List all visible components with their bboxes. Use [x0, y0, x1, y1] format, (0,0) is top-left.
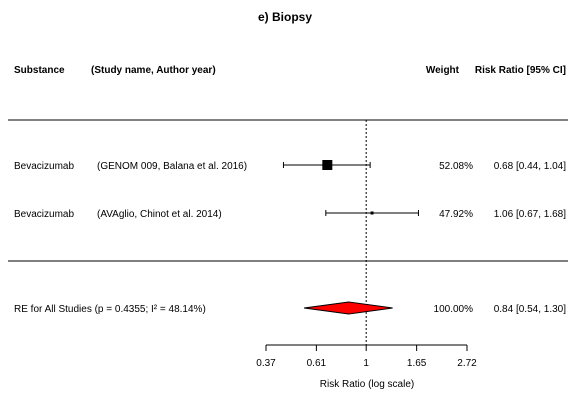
study-point-estimate — [322, 160, 333, 170]
x-axis-tick-label: 2.72 — [457, 358, 477, 369]
study-substance: Bevacizumab — [14, 161, 74, 172]
study-weight: 47.92% — [439, 209, 473, 220]
summary-ci-label: 0.84 [0.54, 1.30] — [494, 304, 567, 315]
study-name: (GENOM 009, Balana et al. 2016) — [97, 161, 247, 172]
x-axis-tick-label: 1 — [363, 358, 369, 369]
summary-diamond — [304, 301, 393, 315]
header-weight: Weight — [426, 65, 460, 76]
x-axis-label: Risk Ratio (log scale) — [320, 379, 414, 390]
study-substance: Bevacizumab — [14, 209, 74, 220]
x-axis-ticks: 0.37 0.61 1 1.65 2.72 — [256, 345, 477, 369]
header-study: (Study name, Author year) — [91, 65, 216, 76]
study-point-estimate — [370, 211, 374, 215]
study-ci-label: 0.68 [0.44, 1.04] — [494, 161, 567, 172]
chart-title: e) Biopsy — [258, 10, 312, 24]
header-risk-ratio: Risk Ratio [95% CI] — [475, 65, 566, 76]
header-substance: Substance — [14, 65, 65, 76]
x-axis-tick-label: 0.37 — [256, 358, 276, 369]
study-ci-label: 1.06 [0.67, 1.68] — [494, 209, 567, 220]
study-name: (AVAglio, Chinot et al. 2014) — [97, 209, 222, 220]
study-weight: 52.08% — [439, 161, 473, 172]
x-axis-tick-label: 0.61 — [307, 358, 327, 369]
x-axis-tick-label: 1.65 — [407, 358, 427, 369]
summary-weight: 100.00% — [434, 304, 474, 315]
summary-label: RE for All Studies (p = 0.4355; I² = 48.… — [14, 304, 206, 315]
